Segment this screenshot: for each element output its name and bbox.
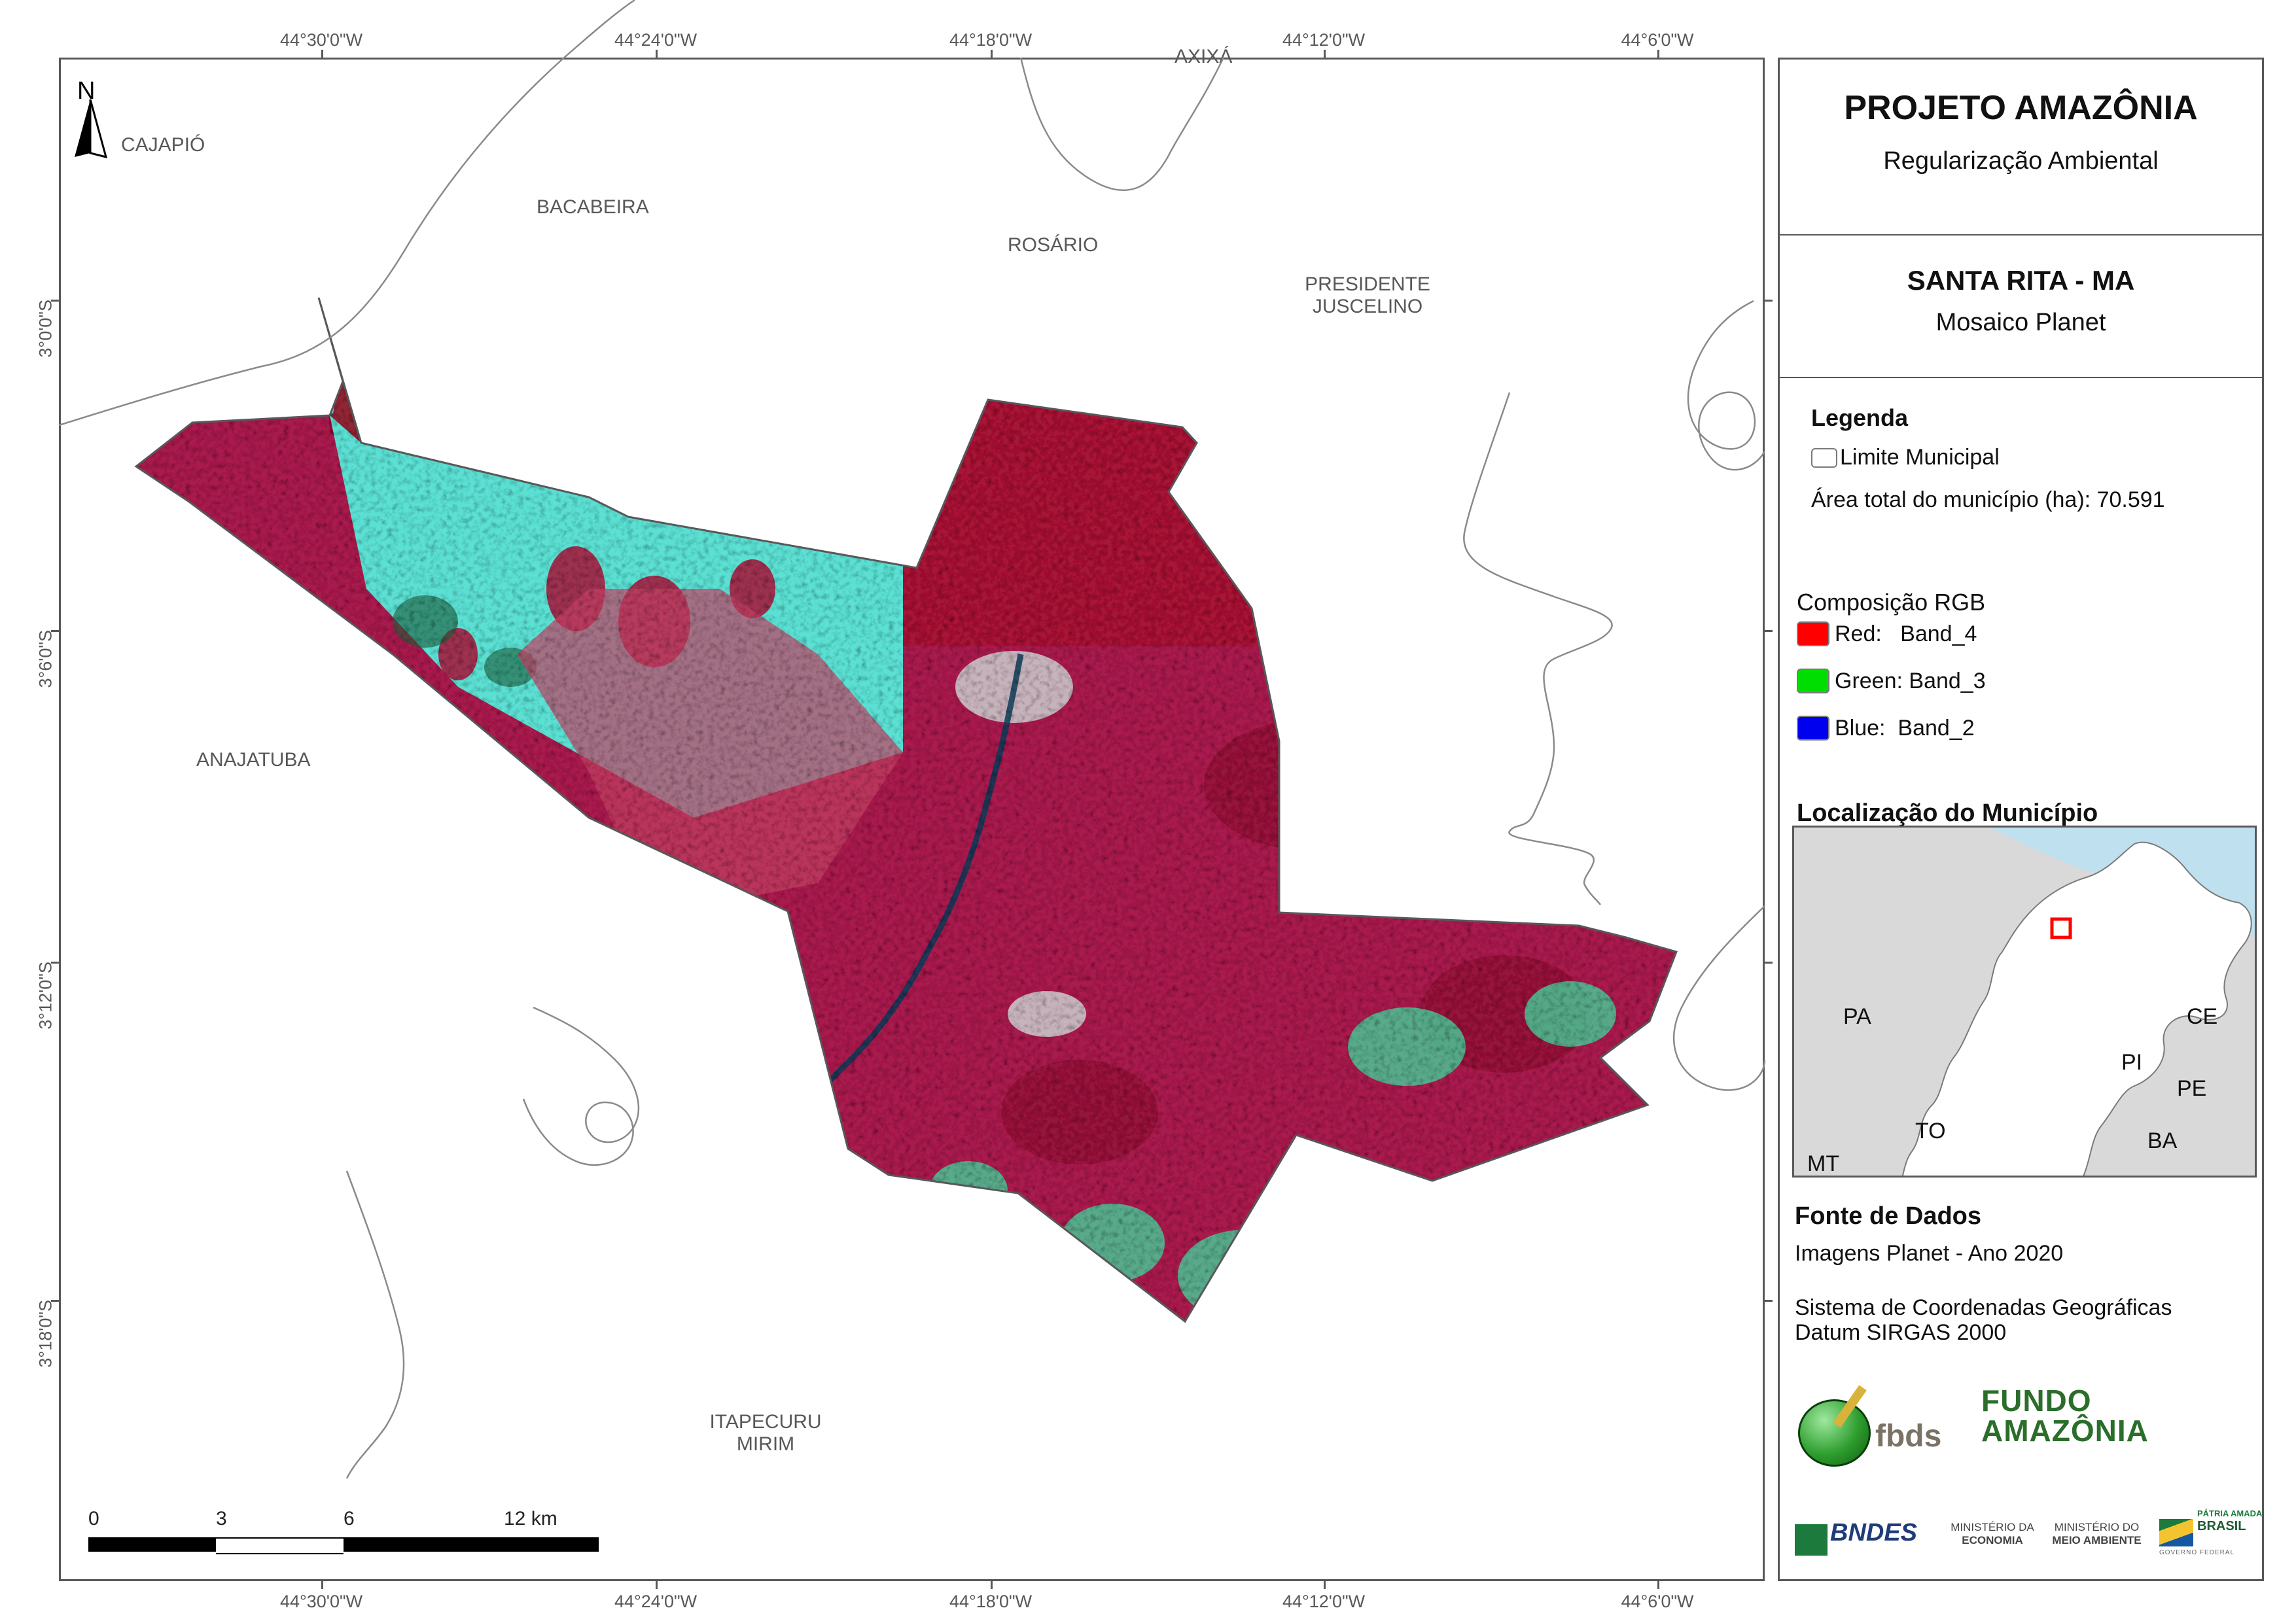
- svg-text:CE: CE: [2187, 1004, 2217, 1029]
- svg-text:TO: TO: [1915, 1119, 1946, 1143]
- svg-text:BA: BA: [2147, 1128, 2178, 1153]
- svg-text:PI: PI: [2121, 1050, 2142, 1075]
- svg-text:PA: PA: [1843, 1004, 1871, 1029]
- svg-text:PE: PE: [2177, 1076, 2206, 1101]
- svg-text:MT: MT: [1807, 1151, 1839, 1176]
